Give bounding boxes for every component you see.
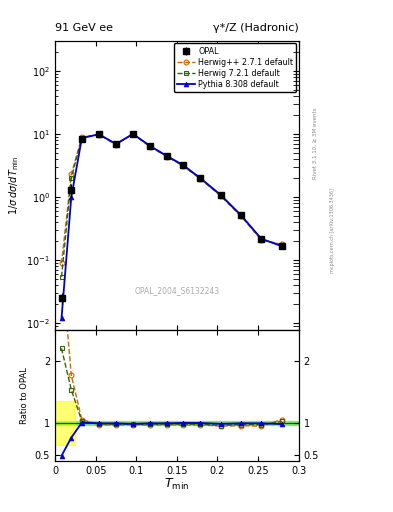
Bar <box>55 421 299 425</box>
Text: OPAL_2004_S6132243: OPAL_2004_S6132243 <box>134 286 219 295</box>
Bar <box>55 401 75 445</box>
X-axis label: $T_{\min}$: $T_{\min}$ <box>164 477 189 492</box>
Y-axis label: $1/\sigma\,d\sigma/dT_{\min}$: $1/\sigma\,d\sigma/dT_{\min}$ <box>7 156 21 215</box>
Text: 91 GeV ee: 91 GeV ee <box>55 23 113 33</box>
Text: mcplots.cern.ch [arXiv:1306.3436]: mcplots.cern.ch [arXiv:1306.3436] <box>330 188 335 273</box>
Y-axis label: Ratio to OPAL: Ratio to OPAL <box>20 367 29 423</box>
Text: γ*/Z (Hadronic): γ*/Z (Hadronic) <box>213 23 299 33</box>
Text: Rivet 3.1.10, ≥ 3M events: Rivet 3.1.10, ≥ 3M events <box>312 108 318 179</box>
Legend: OPAL, Herwig++ 2.7.1 default, Herwig 7.2.1 default, Pythia 8.308 default: OPAL, Herwig++ 2.7.1 default, Herwig 7.2… <box>174 44 296 92</box>
